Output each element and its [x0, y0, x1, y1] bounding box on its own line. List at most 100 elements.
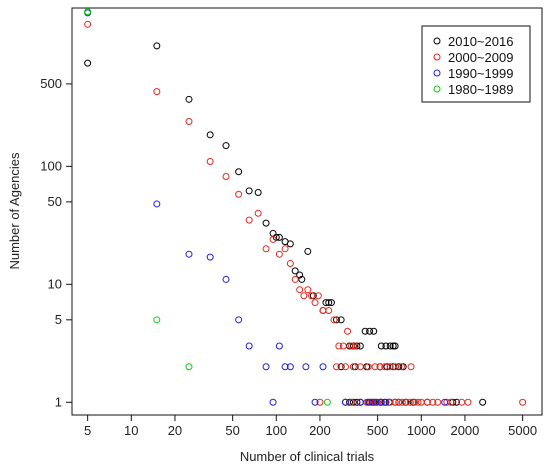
- data-point: [370, 327, 378, 335]
- data-point: [325, 306, 333, 314]
- data-point: [443, 398, 451, 406]
- legend-marker: [433, 53, 441, 61]
- x-tick-label: 200: [309, 423, 331, 438]
- data-point: [349, 342, 357, 350]
- data-point: [281, 363, 289, 371]
- data-point: [286, 363, 294, 371]
- legend-label: 2000~2009: [448, 50, 513, 65]
- data-point: [206, 157, 214, 165]
- data-point: [341, 363, 349, 371]
- data-point: [397, 363, 405, 371]
- data-point: [414, 398, 422, 406]
- y-axis: 1 5 10 50 100 500: [40, 76, 72, 409]
- data-point: [332, 363, 340, 371]
- data-point: [286, 260, 294, 268]
- data-point: [349, 363, 357, 371]
- data-point: [382, 398, 390, 406]
- data-point: [254, 189, 262, 197]
- x-tick-label: 20: [168, 423, 182, 438]
- data-point: [366, 327, 374, 335]
- data-point: [245, 342, 253, 350]
- data-point: [339, 342, 347, 350]
- data-point: [337, 316, 345, 324]
- data-point: [206, 253, 214, 261]
- data-point: [330, 316, 338, 324]
- data-point: [327, 299, 335, 307]
- data-point: [84, 20, 92, 28]
- legend-label: 2010~2016: [448, 34, 513, 49]
- data-point: [222, 173, 230, 181]
- data-point: [389, 342, 397, 350]
- data-point: [153, 42, 161, 50]
- legend-marker: [433, 69, 441, 77]
- data-point: [382, 342, 390, 350]
- data-points: [84, 8, 527, 406]
- data-point: [296, 271, 304, 279]
- data-point: [407, 363, 415, 371]
- data-point: [434, 398, 442, 406]
- data-point: [269, 398, 277, 406]
- data-point: [275, 233, 283, 241]
- data-point: [381, 363, 389, 371]
- series-1: [84, 20, 527, 406]
- data-point: [479, 398, 487, 406]
- data-point: [84, 8, 92, 16]
- series-3: [84, 8, 331, 406]
- data-point: [185, 118, 193, 126]
- data-point: [364, 363, 372, 371]
- data-point: [235, 168, 243, 176]
- data-point: [372, 398, 380, 406]
- y-tick-label: 1: [55, 394, 62, 409]
- data-point: [386, 398, 394, 406]
- data-point: [311, 299, 319, 307]
- y-tick-label: 5: [55, 312, 62, 327]
- data-point: [319, 306, 327, 314]
- data-point: [314, 292, 322, 300]
- data-point: [245, 216, 253, 224]
- data-point: [302, 363, 310, 371]
- data-point: [356, 363, 364, 371]
- data-point: [254, 209, 262, 217]
- data-point: [311, 398, 319, 406]
- data-point: [347, 342, 355, 350]
- data-point: [235, 190, 243, 198]
- data-point: [395, 363, 403, 371]
- data-point: [519, 398, 527, 406]
- data-point: [153, 88, 161, 96]
- data-point: [185, 363, 193, 371]
- data-point: [377, 398, 385, 406]
- data-point: [304, 286, 312, 294]
- data-point: [406, 398, 414, 406]
- data-point: [325, 299, 333, 307]
- data-point: [322, 299, 330, 307]
- data-point: [319, 363, 327, 371]
- data-point: [376, 363, 384, 371]
- data-point: [308, 292, 316, 300]
- data-point: [391, 342, 399, 350]
- data-point: [398, 398, 406, 406]
- legend-marker: [433, 85, 441, 93]
- data-point: [262, 219, 270, 227]
- x-tick-label: 1000: [407, 423, 436, 438]
- data-point: [364, 398, 372, 406]
- data-point: [304, 247, 312, 255]
- data-point: [356, 342, 364, 350]
- data-point: [441, 398, 449, 406]
- x-tick-label: 50: [225, 423, 239, 438]
- data-point: [269, 235, 277, 243]
- x-tick-label: 100: [265, 423, 287, 438]
- data-point: [377, 342, 385, 350]
- data-point: [275, 250, 283, 258]
- data-point: [341, 398, 349, 406]
- data-point: [269, 229, 277, 237]
- legend-marker: [433, 37, 441, 45]
- data-point: [429, 398, 437, 406]
- data-point: [346, 398, 354, 406]
- y-tick-label: 500: [40, 76, 62, 91]
- y-tick-label: 10: [48, 276, 62, 291]
- y-tick-label: 50: [48, 194, 62, 209]
- data-point: [222, 142, 230, 150]
- y-axis-label: Number of Agencies: [7, 152, 22, 270]
- data-point: [291, 275, 299, 283]
